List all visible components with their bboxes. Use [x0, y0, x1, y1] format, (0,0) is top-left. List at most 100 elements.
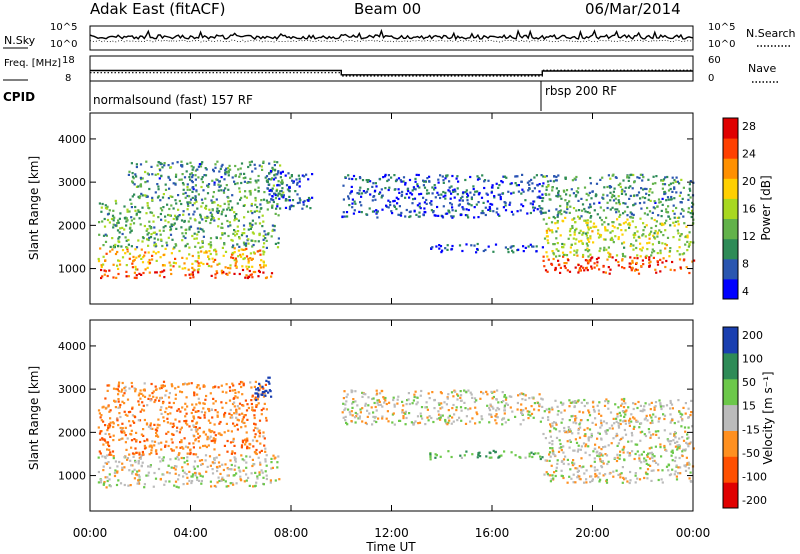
- data-cell: [298, 201, 301, 204]
- data-cell: [368, 412, 371, 415]
- data-cell: [533, 402, 536, 405]
- data-cell: [392, 396, 395, 399]
- data-cell: [557, 450, 561, 453]
- data-cell: [254, 199, 257, 202]
- data-cell: [393, 423, 396, 426]
- data-cell: [659, 270, 662, 273]
- data-cell: [239, 475, 242, 478]
- data-cell: [661, 183, 665, 186]
- data-cell: [357, 417, 360, 420]
- data-cell: [632, 407, 635, 411]
- data-cell: [651, 211, 654, 214]
- data-cell: [551, 474, 554, 477]
- data-cell: [147, 206, 150, 209]
- data-cell: [458, 416, 461, 419]
- data-cell: [564, 216, 567, 219]
- data-cell: [642, 233, 645, 236]
- data-cell: [143, 388, 146, 391]
- data-cell: [448, 190, 451, 193]
- data-cell: [623, 210, 627, 213]
- data-cell: [213, 181, 216, 184]
- data-cell: [165, 432, 168, 435]
- data-cell: [108, 423, 111, 426]
- data-cell: [259, 266, 262, 269]
- data-cell: [103, 217, 106, 221]
- data-cell: [249, 193, 252, 196]
- data-cell: [574, 438, 577, 441]
- data-cell: [253, 414, 256, 417]
- data-cell: [556, 459, 559, 462]
- data-cell: [448, 180, 451, 183]
- data-cell: [197, 254, 200, 257]
- data-cell: [387, 420, 390, 423]
- data-cell: [185, 228, 188, 231]
- data-cell: [260, 449, 263, 452]
- data-cell: [569, 440, 572, 443]
- data-cell: [620, 229, 623, 232]
- colorbar-tick-label: 4: [742, 285, 749, 298]
- data-cell: [618, 201, 621, 204]
- data-cell: [272, 178, 276, 181]
- data-cell: [671, 190, 674, 193]
- data-cell: [213, 441, 216, 444]
- data-cell: [640, 207, 643, 210]
- data-cell: [578, 465, 581, 468]
- data-cell: [137, 195, 140, 198]
- data-cell: [393, 188, 396, 191]
- data-cell: [249, 227, 252, 230]
- data-cell: [434, 186, 437, 189]
- data-cell: [189, 225, 193, 228]
- data-cell: [553, 427, 556, 430]
- data-cell: [587, 445, 590, 448]
- data-cell: [417, 422, 420, 425]
- data-cell: [682, 406, 685, 409]
- data-cell: [172, 433, 175, 436]
- data-cell: [351, 406, 354, 409]
- data-cell: [105, 252, 108, 255]
- data-cell: [275, 207, 278, 210]
- data-cell: [227, 485, 230, 488]
- data-cell: [186, 162, 189, 165]
- data-cell: [566, 207, 569, 211]
- data-cell: [257, 387, 260, 390]
- data-cell: [406, 399, 409, 402]
- data-cell: [619, 185, 622, 188]
- data-cell: [663, 192, 666, 196]
- data-cell: [568, 270, 572, 273]
- data-cell: [587, 206, 590, 209]
- data-cell: [565, 430, 568, 433]
- data-cell: [646, 213, 649, 216]
- data-cell: [587, 409, 590, 412]
- data-cell: [467, 208, 470, 212]
- data-cell: [592, 225, 595, 228]
- data-cell: [651, 419, 654, 422]
- data-cell: [271, 166, 274, 169]
- data-cell: [112, 209, 115, 212]
- data-cell: [172, 401, 175, 405]
- data-cell: [112, 226, 115, 229]
- data-cell: [154, 399, 157, 402]
- data-cell: [450, 455, 453, 459]
- data-cell: [240, 446, 243, 449]
- data-cell: [204, 216, 207, 219]
- data-cell: [643, 226, 646, 229]
- data-cell: [199, 216, 203, 219]
- data-cell: [137, 209, 140, 212]
- data-cell: [491, 184, 494, 187]
- data-cell: [582, 266, 585, 269]
- data-cell: [464, 214, 467, 217]
- data-cell: [586, 237, 589, 240]
- data-cell: [480, 417, 483, 420]
- data-cell: [97, 456, 100, 459]
- data-cell: [258, 382, 261, 385]
- data-cell: [298, 185, 301, 188]
- data-cell: [135, 163, 138, 166]
- colorbar-tick-label: 100: [742, 353, 763, 366]
- data-cell: [551, 186, 554, 189]
- data-cell: [612, 241, 615, 244]
- data-cell: [211, 209, 214, 212]
- data-cell: [648, 431, 651, 434]
- data-cell: [591, 478, 594, 481]
- data-cell: [450, 391, 454, 394]
- data-cell: [597, 412, 601, 415]
